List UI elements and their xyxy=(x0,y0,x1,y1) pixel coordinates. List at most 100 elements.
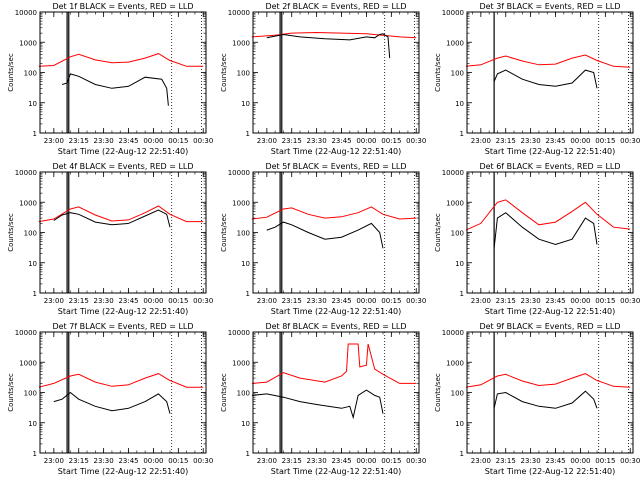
x-tick-label: 23:30 xyxy=(307,297,327,305)
x-tick-label: 00:15 xyxy=(381,137,401,145)
x-tick-label: 23:45 xyxy=(118,297,138,305)
x-tick-label: 23:00 xyxy=(44,137,64,145)
plot-frame xyxy=(466,171,634,294)
y-tick-label: 1000 xyxy=(19,359,37,367)
events-series-line xyxy=(251,389,384,420)
x-tick-label: 23:00 xyxy=(44,297,64,305)
x-axis-label: Start Time (22-Aug-12 22:51:40) xyxy=(58,467,189,476)
x-tick-label: 23:45 xyxy=(331,297,351,305)
y-tick-label: 100 xyxy=(24,390,37,398)
x-tick-label: 00:00 xyxy=(143,457,163,465)
panel-1: Det 1f BLACK = Events, RED = LLD Counts/s… xyxy=(7,2,213,156)
x-tick-label: 23:45 xyxy=(545,297,565,305)
lld-series-line xyxy=(38,53,204,67)
y-tick-label: 100 xyxy=(451,70,464,78)
y-tick-label: 10000 xyxy=(442,169,464,177)
panel-title: Det 6f BLACK = Events, RED = LLD xyxy=(479,162,620,171)
y-tick-label: 10 xyxy=(241,420,250,428)
x-tick-label: 23:15 xyxy=(496,137,516,145)
y-tick-label: 100 xyxy=(451,230,464,238)
x-tick-label: 00:15 xyxy=(381,457,401,465)
y-tick-label: 10 xyxy=(241,260,250,268)
x-tick-label: 23:30 xyxy=(94,457,114,465)
x-tick-label: 23:15 xyxy=(496,297,516,305)
y-tick-label: 100 xyxy=(451,390,464,398)
y-axis-label: Counts/sec xyxy=(220,213,228,252)
x-tick-label: 23:45 xyxy=(118,137,138,145)
y-tick-label: 10 xyxy=(28,100,37,108)
y-tick-label: 1 xyxy=(33,130,37,138)
plot-frame xyxy=(39,331,207,454)
y-tick-label: 100 xyxy=(237,230,250,238)
x-tick-label: 23:00 xyxy=(257,457,277,465)
x-tick-label: 00:00 xyxy=(570,457,590,465)
panel-title: Det 8f BLACK = Events, RED = LLD xyxy=(265,322,406,331)
events-series-line xyxy=(493,69,598,89)
x-tick-label: 23:30 xyxy=(521,297,541,305)
y-axis-label: Counts/sec xyxy=(434,373,442,412)
y-tick-label: 1000 xyxy=(446,199,464,207)
y-axis-label: Counts/sec xyxy=(7,53,15,92)
x-tick-label: 23:00 xyxy=(471,137,491,145)
y-tick-label: 1 xyxy=(246,290,250,298)
plot-frame xyxy=(39,11,207,134)
y-tick-label: 10000 xyxy=(15,329,37,337)
x-tick-label: 23:00 xyxy=(257,137,277,145)
x-tick-label: 23:00 xyxy=(44,457,64,465)
lld-series-line xyxy=(251,206,417,220)
plot-frame xyxy=(39,171,207,294)
lld-series-line xyxy=(465,373,631,388)
x-tick-label: 23:15 xyxy=(69,297,89,305)
y-tick-label: 10 xyxy=(28,420,37,428)
x-tick-label: 23:15 xyxy=(282,457,302,465)
y-tick-label: 1 xyxy=(460,450,464,458)
panel-title: Det 7f BLACK = Events, RED = LLD xyxy=(52,322,193,331)
x-tick-label: 00:00 xyxy=(356,457,376,465)
x-tick-label: 00:30 xyxy=(406,457,426,465)
x-tick-label: 23:30 xyxy=(307,137,327,145)
x-tick-label: 00:30 xyxy=(620,137,640,145)
y-axis-label: Counts/sec xyxy=(220,53,228,92)
y-tick-label: 100 xyxy=(237,390,250,398)
plot-frame xyxy=(466,331,634,454)
x-tick-label: 23:45 xyxy=(331,457,351,465)
y-tick-label: 10000 xyxy=(15,169,37,177)
y-tick-label: 1000 xyxy=(446,359,464,367)
x-tick-label: 23:30 xyxy=(521,137,541,145)
lld-series-line xyxy=(38,205,204,223)
y-tick-label: 10000 xyxy=(442,9,464,17)
x-tick-label: 23:00 xyxy=(471,297,491,305)
y-tick-label: 10000 xyxy=(442,329,464,337)
x-tick-label: 00:15 xyxy=(168,457,188,465)
x-tick-label: 00:30 xyxy=(406,137,426,145)
x-tick-label: 00:15 xyxy=(595,457,615,465)
x-tick-label: 00:00 xyxy=(570,137,590,145)
x-tick-label: 00:15 xyxy=(381,297,401,305)
x-tick-label: 00:30 xyxy=(193,457,213,465)
y-tick-label: 1 xyxy=(460,290,464,298)
events-series-line xyxy=(493,212,598,249)
plot-frame xyxy=(466,11,634,134)
x-tick-label: 23:15 xyxy=(282,297,302,305)
x-tick-label: 23:45 xyxy=(545,137,565,145)
y-axis-label: Counts/sec xyxy=(434,213,442,252)
panel-title: Det 4f BLACK = Events, RED = LLD xyxy=(52,162,193,171)
y-tick-label: 1000 xyxy=(232,359,250,367)
y-axis-label: Counts/sec xyxy=(434,53,442,92)
y-tick-label: 1 xyxy=(33,450,37,458)
lld-series-line xyxy=(465,199,631,231)
x-tick-label: 00:30 xyxy=(406,297,426,305)
events-series-line xyxy=(266,33,391,59)
panel-7: Det 7f BLACK = Events, RED = LLD Counts/s… xyxy=(7,322,213,476)
x-tick-label: 23:00 xyxy=(471,457,491,465)
x-tick-label: 00:00 xyxy=(356,297,376,305)
x-tick-label: 23:30 xyxy=(307,457,327,465)
panel-title: Det 5f BLACK = Events, RED = LLD xyxy=(265,162,406,171)
y-tick-label: 1000 xyxy=(19,39,37,47)
y-axis-label: Counts/sec xyxy=(220,373,228,412)
x-tick-label: 23:00 xyxy=(257,297,277,305)
y-axis-label: Counts/sec xyxy=(7,213,15,252)
x-tick-label: 00:30 xyxy=(193,297,213,305)
panel-title: Det 1f BLACK = Events, RED = LLD xyxy=(52,2,193,11)
